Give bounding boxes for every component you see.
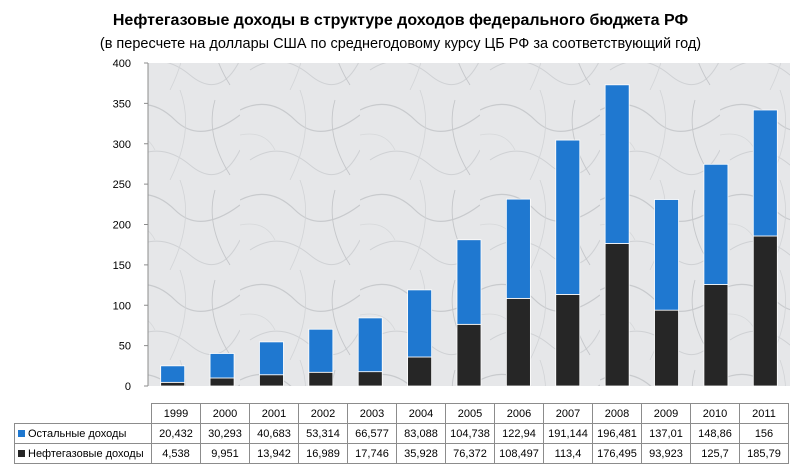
bar-oil-gas-2003 [357,371,383,387]
bar-oil-gas-2008 [604,243,630,387]
bar-other-2002 [308,328,334,373]
bar-oil-gas-2000 [209,377,235,387]
x-tick-label: 2007 [543,403,593,424]
data-label: 93,923 [641,443,691,464]
x-tick-label: 2009 [641,403,691,424]
legend-label-other: Остальные доходы [28,427,127,440]
bar-oil-gas-2002 [308,371,334,387]
data-label: 30,293 [200,423,250,444]
bar-other-2011 [752,109,778,237]
chart-subtitle: (в пересчете на доллары США по среднегод… [99,36,702,52]
bar-oil-gas-2001 [259,374,284,387]
data-label: 137,01 [641,423,691,444]
bar-other-2004 [407,289,433,358]
x-tick-label: 2006 [494,403,544,424]
data-label: 108,497 [494,443,544,464]
bar-oil-gas-2010 [703,284,729,387]
bar-other-2010 [703,163,729,285]
bar-oil-gas-2006 [505,297,531,387]
legend-swatch-oil-gas [18,449,25,457]
x-tick-label: 2002 [298,403,348,424]
bar-oil-gas-1999 [160,381,186,387]
table-row-other-revenue: Остальные доходы 20,432 30,293 40,683 53,31… [14,423,789,444]
data-label: 104,738 [445,423,495,444]
data-label: 17,746 [347,443,397,464]
data-label: 9,951 [200,443,250,464]
x-tick-label: 2001 [249,403,299,424]
bar-oil-gas-2011 [752,235,778,387]
y-tick-label: 0 [125,381,131,393]
data-label: 185,79 [739,443,789,464]
y-tick-label: 400 [113,58,131,70]
data-label: 156 [739,423,789,444]
data-label: 35,928 [396,443,446,464]
chart-title: Нефтегазовые доходы в структуре доходов … [112,12,689,29]
data-label: 148,86 [690,423,740,444]
y-tick-label: 200 [113,220,131,232]
data-label: 191,144 [543,423,593,444]
x-tick-label: 1999 [151,403,201,424]
data-label: 113,4 [543,443,593,464]
x-tick-label: 2008 [592,403,642,424]
legend-other-revenue: Остальные доходы [14,423,152,444]
legend-oil-gas-revenue: Нефтегазовые доходы [14,443,152,464]
bar-other-2006 [505,198,531,299]
bar-oil-gas-2005 [456,323,482,387]
data-label: 122,94 [494,423,544,444]
table-row-oil-gas-revenue: Нефтегазовые доходы 4,538 9,951 13,942 16,9… [14,443,789,464]
bar-other-2005 [456,239,482,325]
bar-other-2001 [259,341,284,376]
x-tick-label: 2011 [739,403,789,424]
bar-oil-gas-2009 [654,309,679,387]
data-label: 66,577 [347,423,397,444]
bar-other-2009 [654,199,679,311]
data-label: 13,942 [249,443,299,464]
data-label: 53,314 [298,423,348,444]
legend-label-oil-gas: Нефтегазовые доходы [28,447,144,460]
y-tick-label: 300 [113,139,131,151]
x-tick-label: 2010 [690,403,740,424]
data-label: 125,7 [690,443,740,464]
x-tick-label: 2003 [347,403,397,424]
data-label: 4,538 [151,443,201,464]
y-tick-label: 250 [113,179,131,191]
x-tick-label: 2005 [445,403,495,424]
y-tick-label: 350 [113,98,131,110]
bar-other-2000 [209,353,235,379]
bar-other-2007 [555,139,581,295]
x-tick-label: 2000 [200,403,250,424]
table-corner [15,404,152,424]
chart-plot: 0 50 100 150 200 250 300 350 400 [113,58,790,393]
bar-other-2003 [357,317,383,373]
data-label: 196,481 [592,423,642,444]
data-label: 76,372 [445,443,495,464]
data-label: 20,432 [151,423,201,444]
bar-other-2008 [604,84,630,244]
y-tick-label: 50 [119,341,131,353]
bar-oil-gas-2004 [407,356,433,387]
y-tick-label: 100 [113,300,131,312]
data-label: 176,495 [592,443,642,464]
legend-swatch-other [18,429,25,437]
data-label: 16,989 [298,443,348,464]
data-label: 40,683 [249,423,299,444]
data-label: 83,088 [396,423,446,444]
bar-oil-gas-2007 [555,294,581,387]
x-tick-label: 2004 [396,403,446,424]
bar-other-1999 [160,365,186,383]
y-tick-label: 150 [113,260,131,272]
table-header-row: 1999 2000 2001 2002 2003 2004 2005 2006 2007 2008… [15,403,789,424]
data-table: 1999 2000 2001 2002 2003 2004 2005 2006 2007 2008… [14,403,789,464]
